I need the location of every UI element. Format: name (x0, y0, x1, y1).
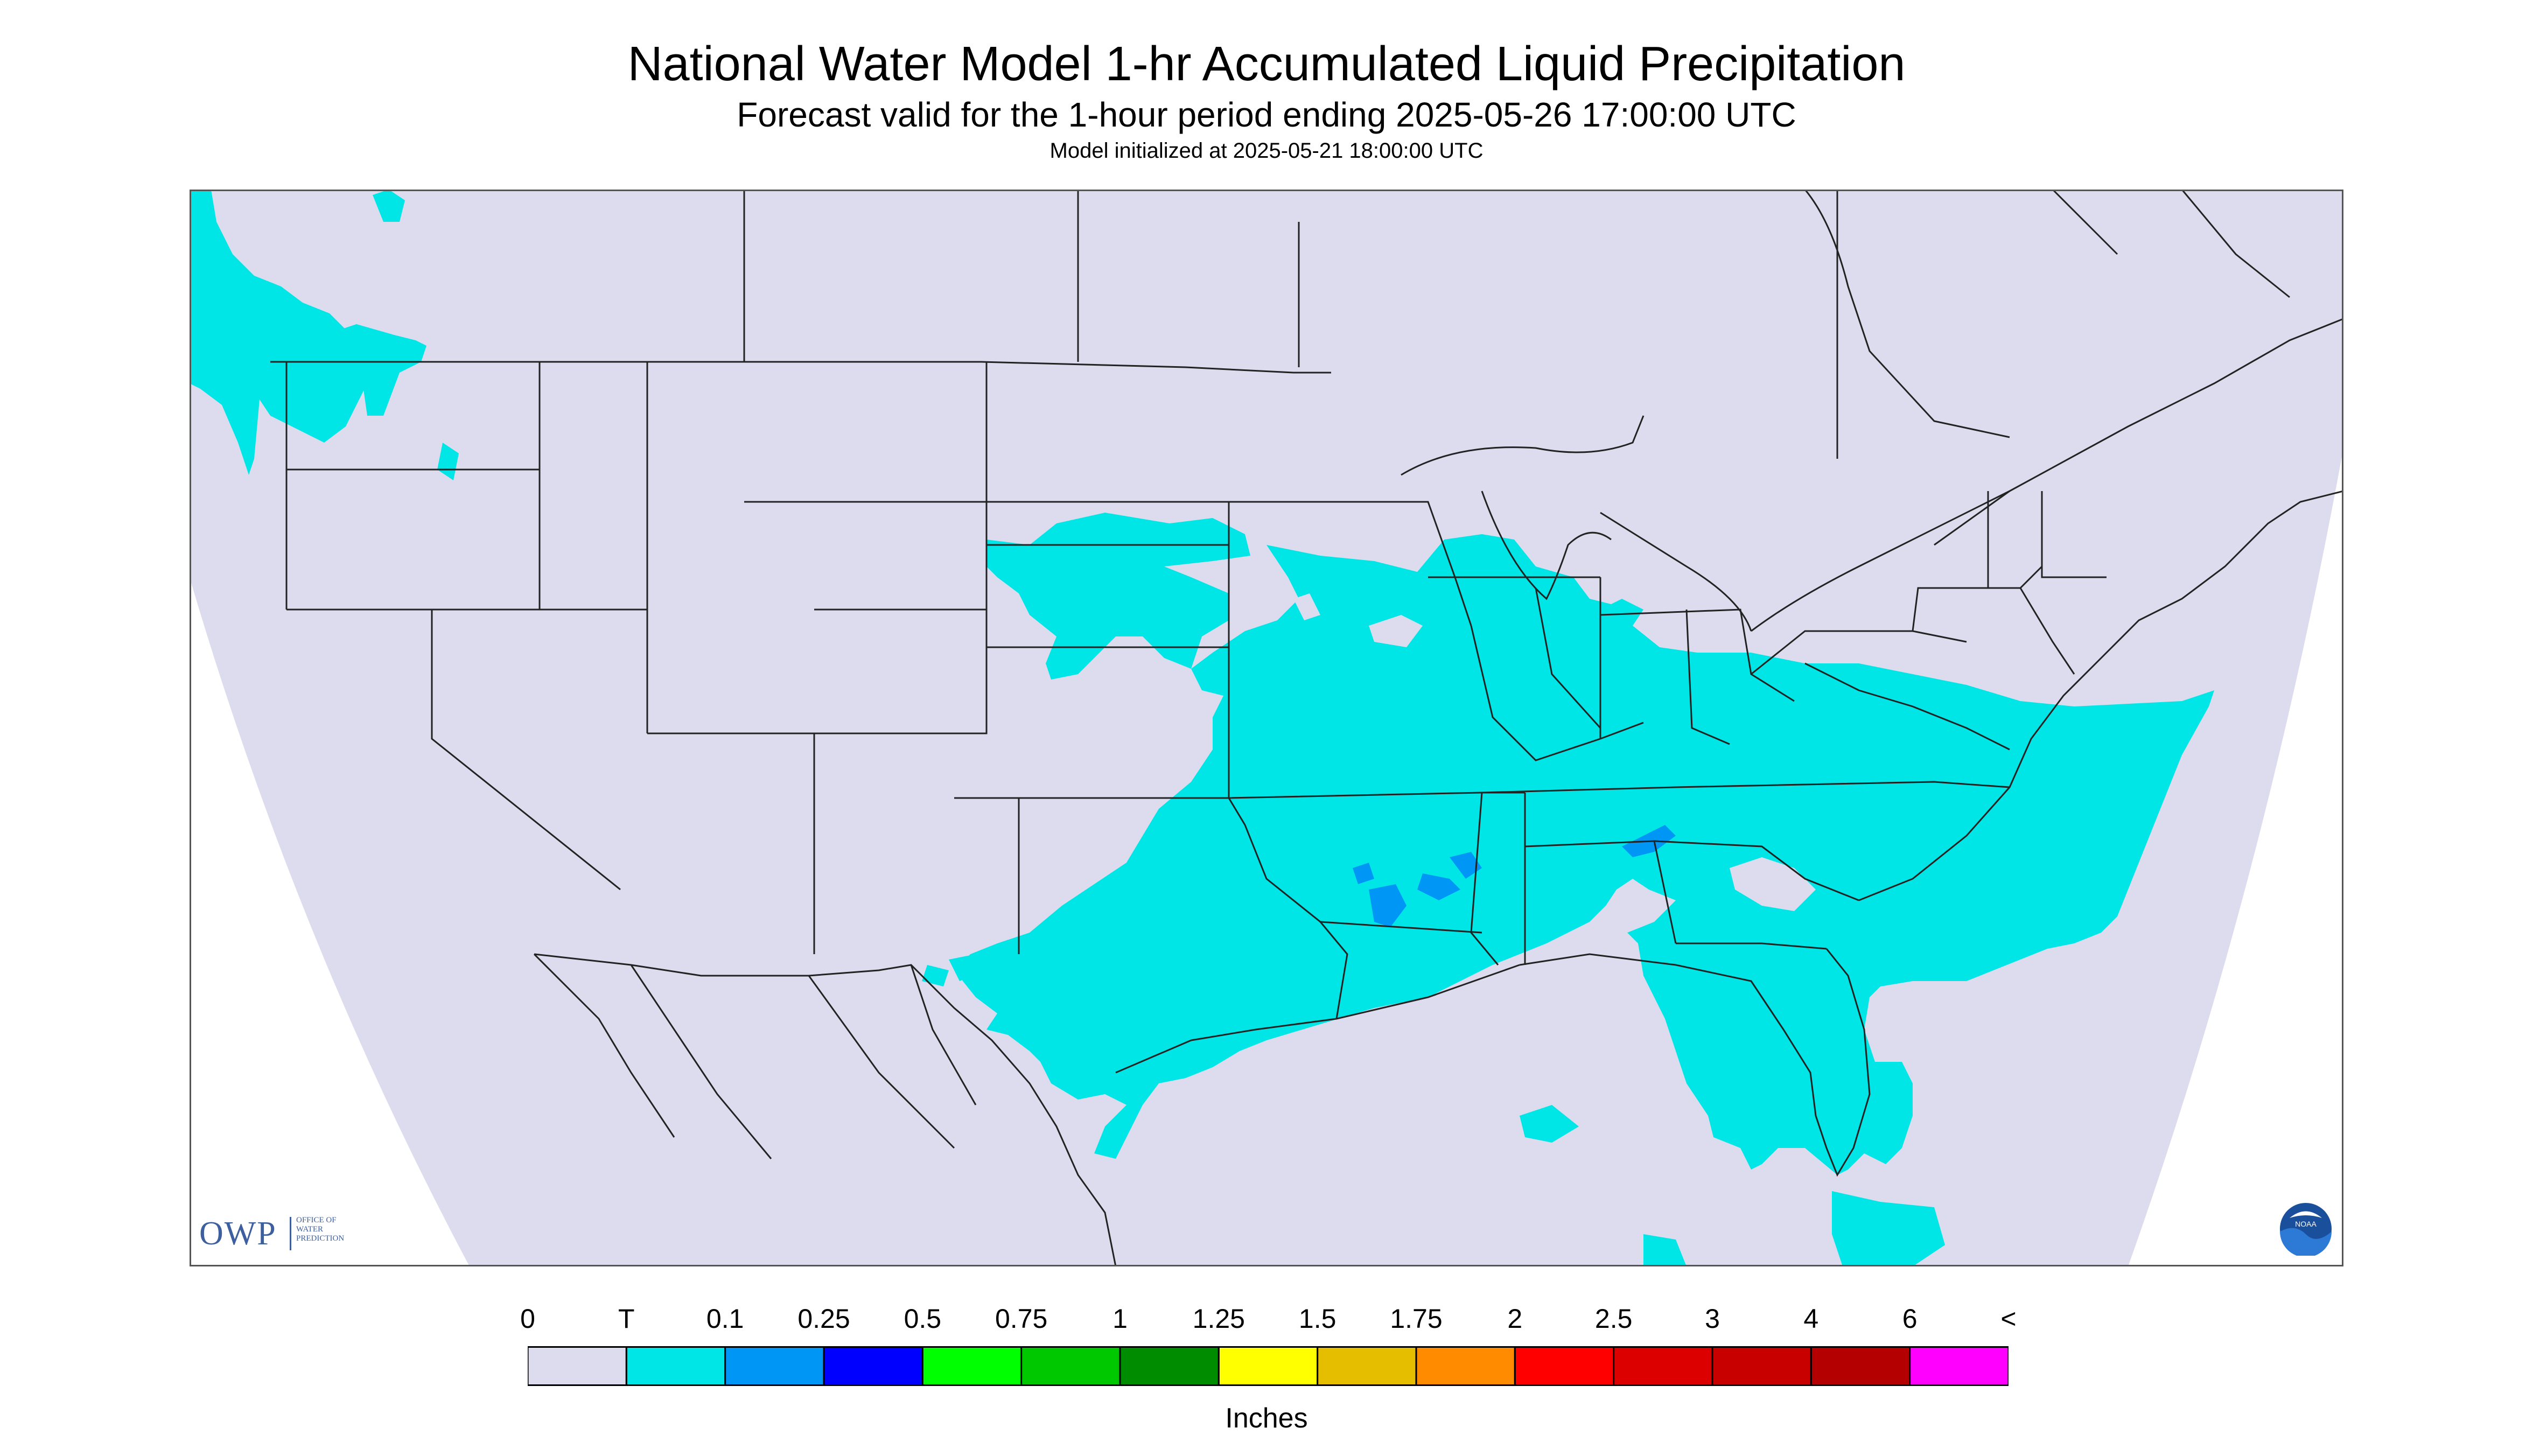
legend-swatch (1217, 1346, 1319, 1386)
legend-tick-label: 6 (1902, 1304, 1918, 1334)
trace-precip-areas (190, 190, 2214, 1266)
owp-logo-subtext: OFFICE OF WATER PREDICTION (296, 1216, 372, 1243)
noaa-logo-icon: NOAA (2280, 1203, 2332, 1256)
legend-tick-label: 0.75 (995, 1304, 1048, 1334)
legend-tick-label: T (618, 1304, 635, 1334)
light-precip-areas (1353, 825, 1676, 927)
map-canvas (190, 190, 2343, 1266)
legend-swatch (1909, 1346, 2009, 1386)
legend-colorbar (528, 1346, 2009, 1386)
legend-swatch (1020, 1346, 1121, 1386)
legend-tick-label: 1.5 (1298, 1304, 1337, 1334)
legend-tick-label: 1.75 (1390, 1304, 1443, 1334)
precipitation-map: OWP OFFICE OF WATER PREDICTION NOAA (190, 190, 2343, 1266)
legend-units: Inches (1225, 1403, 1308, 1434)
legend-swatch (724, 1346, 825, 1386)
legend-tick-label: 3 (1705, 1304, 1720, 1334)
legend-tick-label: 4 (1803, 1304, 1819, 1334)
legend-tick-label: 2.5 (1594, 1304, 1633, 1334)
boundaries (270, 190, 2343, 1266)
owp-logo-line-2: WATER (296, 1225, 323, 1234)
model-init-line: Model initialized at 2025-05-21 18:00:00… (1049, 139, 1484, 163)
owp-logo-divider (290, 1217, 291, 1250)
legend-tick-label: 0.1 (706, 1304, 744, 1334)
owp-logo-text: OWP (199, 1215, 277, 1252)
noaa-logo-text: NOAA (2295, 1220, 2317, 1228)
legend-swatch (1613, 1346, 1713, 1386)
legend-swatch (823, 1346, 923, 1386)
legend-tick-label: 1.25 (1192, 1304, 1245, 1334)
legend-swatch (1317, 1346, 1417, 1386)
legend-tick-label: 1 (1112, 1304, 1128, 1334)
legend-swatch (625, 1346, 726, 1386)
owp-logo-line-1: OFFICE OF (296, 1216, 337, 1224)
legend-swatch (921, 1346, 1023, 1386)
legend-tick-label: 0 (520, 1304, 535, 1334)
map-title: National Water Model 1-hr Accumulated Li… (627, 37, 1906, 91)
owp-logo-line-3: PREDICTION (296, 1234, 345, 1243)
legend-swatch (1810, 1346, 1911, 1386)
legend-swatch (1415, 1346, 1516, 1386)
map-frame (190, 190, 2343, 1266)
legend-swatch (1119, 1346, 1220, 1386)
legend-swatch (1514, 1346, 1615, 1386)
legend-tick-label: < (2000, 1304, 2017, 1334)
legend-tick-label: 2 (1507, 1304, 1523, 1334)
legend-tick-label: 0.5 (904, 1304, 942, 1334)
legend-swatch (1711, 1346, 1812, 1386)
map-subtitle: Forecast valid for the 1-hour period end… (737, 95, 1796, 134)
legend-tick-label: 0.25 (797, 1304, 850, 1334)
legend-swatch (528, 1346, 627, 1386)
